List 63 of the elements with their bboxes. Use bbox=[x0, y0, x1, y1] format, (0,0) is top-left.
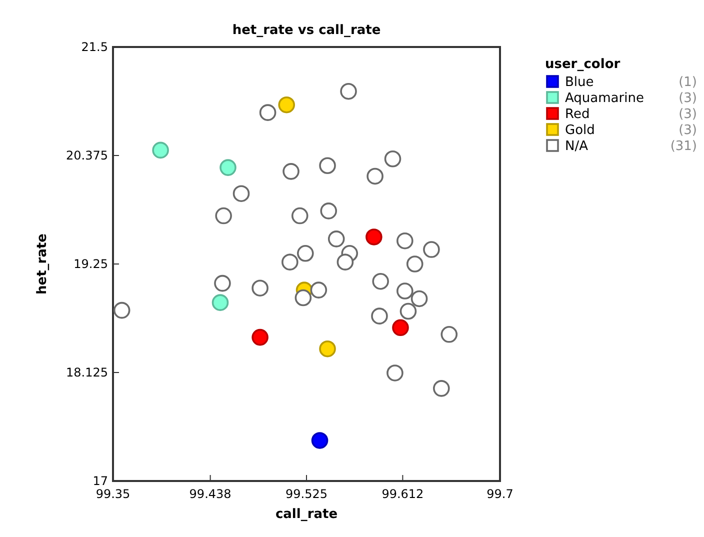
point bbox=[432, 380, 450, 397]
point bbox=[396, 232, 414, 250]
point bbox=[291, 207, 308, 224]
point bbox=[259, 104, 276, 121]
point bbox=[282, 254, 298, 270]
point bbox=[366, 168, 384, 185]
point bbox=[410, 290, 428, 308]
point bbox=[440, 326, 458, 343]
x-tick-label: 99.525 bbox=[286, 487, 328, 501]
legend-label: Gold bbox=[565, 123, 595, 138]
y-tick-label: 20.375 bbox=[66, 148, 108, 162]
point bbox=[252, 280, 268, 296]
point bbox=[340, 82, 357, 100]
y-tick-label: 19.25 bbox=[74, 257, 108, 271]
y-tick-label: 21.5 bbox=[81, 40, 108, 54]
text: (31) bbox=[670, 139, 697, 154]
x-tick-label: 99.7 bbox=[486, 487, 514, 501]
point bbox=[372, 272, 389, 290]
x-tick-label: 99.438 bbox=[189, 487, 232, 501]
point bbox=[311, 432, 328, 449]
point bbox=[423, 241, 440, 258]
point bbox=[215, 207, 232, 224]
point bbox=[336, 254, 354, 270]
x-axis-title: call_rate bbox=[275, 507, 338, 522]
point bbox=[252, 328, 268, 346]
y-axis-title: het_rate bbox=[35, 233, 50, 295]
text: (3) bbox=[678, 123, 697, 138]
point bbox=[214, 274, 231, 292]
point bbox=[371, 308, 388, 324]
point bbox=[152, 142, 169, 159]
text: (3) bbox=[678, 91, 697, 106]
legend-label: N/A bbox=[565, 139, 588, 154]
point bbox=[366, 228, 382, 246]
point bbox=[328, 230, 345, 248]
point bbox=[282, 163, 300, 180]
text: (3) bbox=[678, 107, 697, 122]
legend-label: Red bbox=[565, 107, 590, 122]
legend-label: Aquamarine bbox=[565, 91, 644, 106]
point bbox=[384, 150, 402, 168]
point bbox=[278, 96, 295, 114]
point bbox=[294, 289, 312, 306]
legend-label: Blue bbox=[565, 75, 594, 90]
point bbox=[310, 282, 328, 298]
chart-title: het_rate vs call_rate bbox=[232, 23, 381, 38]
text: (1) bbox=[678, 75, 697, 90]
point bbox=[392, 319, 409, 336]
point bbox=[400, 302, 417, 320]
y-tick-label: 17 bbox=[92, 474, 108, 488]
x-tick-label: 99.612 bbox=[382, 487, 424, 501]
y-tick-label: 18.125 bbox=[66, 366, 108, 380]
point bbox=[386, 364, 404, 382]
point bbox=[406, 256, 424, 272]
x-tick-label: 99.35 bbox=[96, 487, 130, 501]
point bbox=[232, 185, 250, 202]
point bbox=[396, 282, 414, 300]
legend-title: user_color bbox=[545, 57, 621, 72]
point bbox=[296, 245, 314, 262]
point bbox=[113, 302, 130, 319]
point bbox=[319, 157, 336, 174]
point bbox=[212, 294, 229, 311]
point bbox=[320, 202, 338, 220]
point bbox=[319, 340, 336, 358]
point bbox=[220, 159, 236, 176]
